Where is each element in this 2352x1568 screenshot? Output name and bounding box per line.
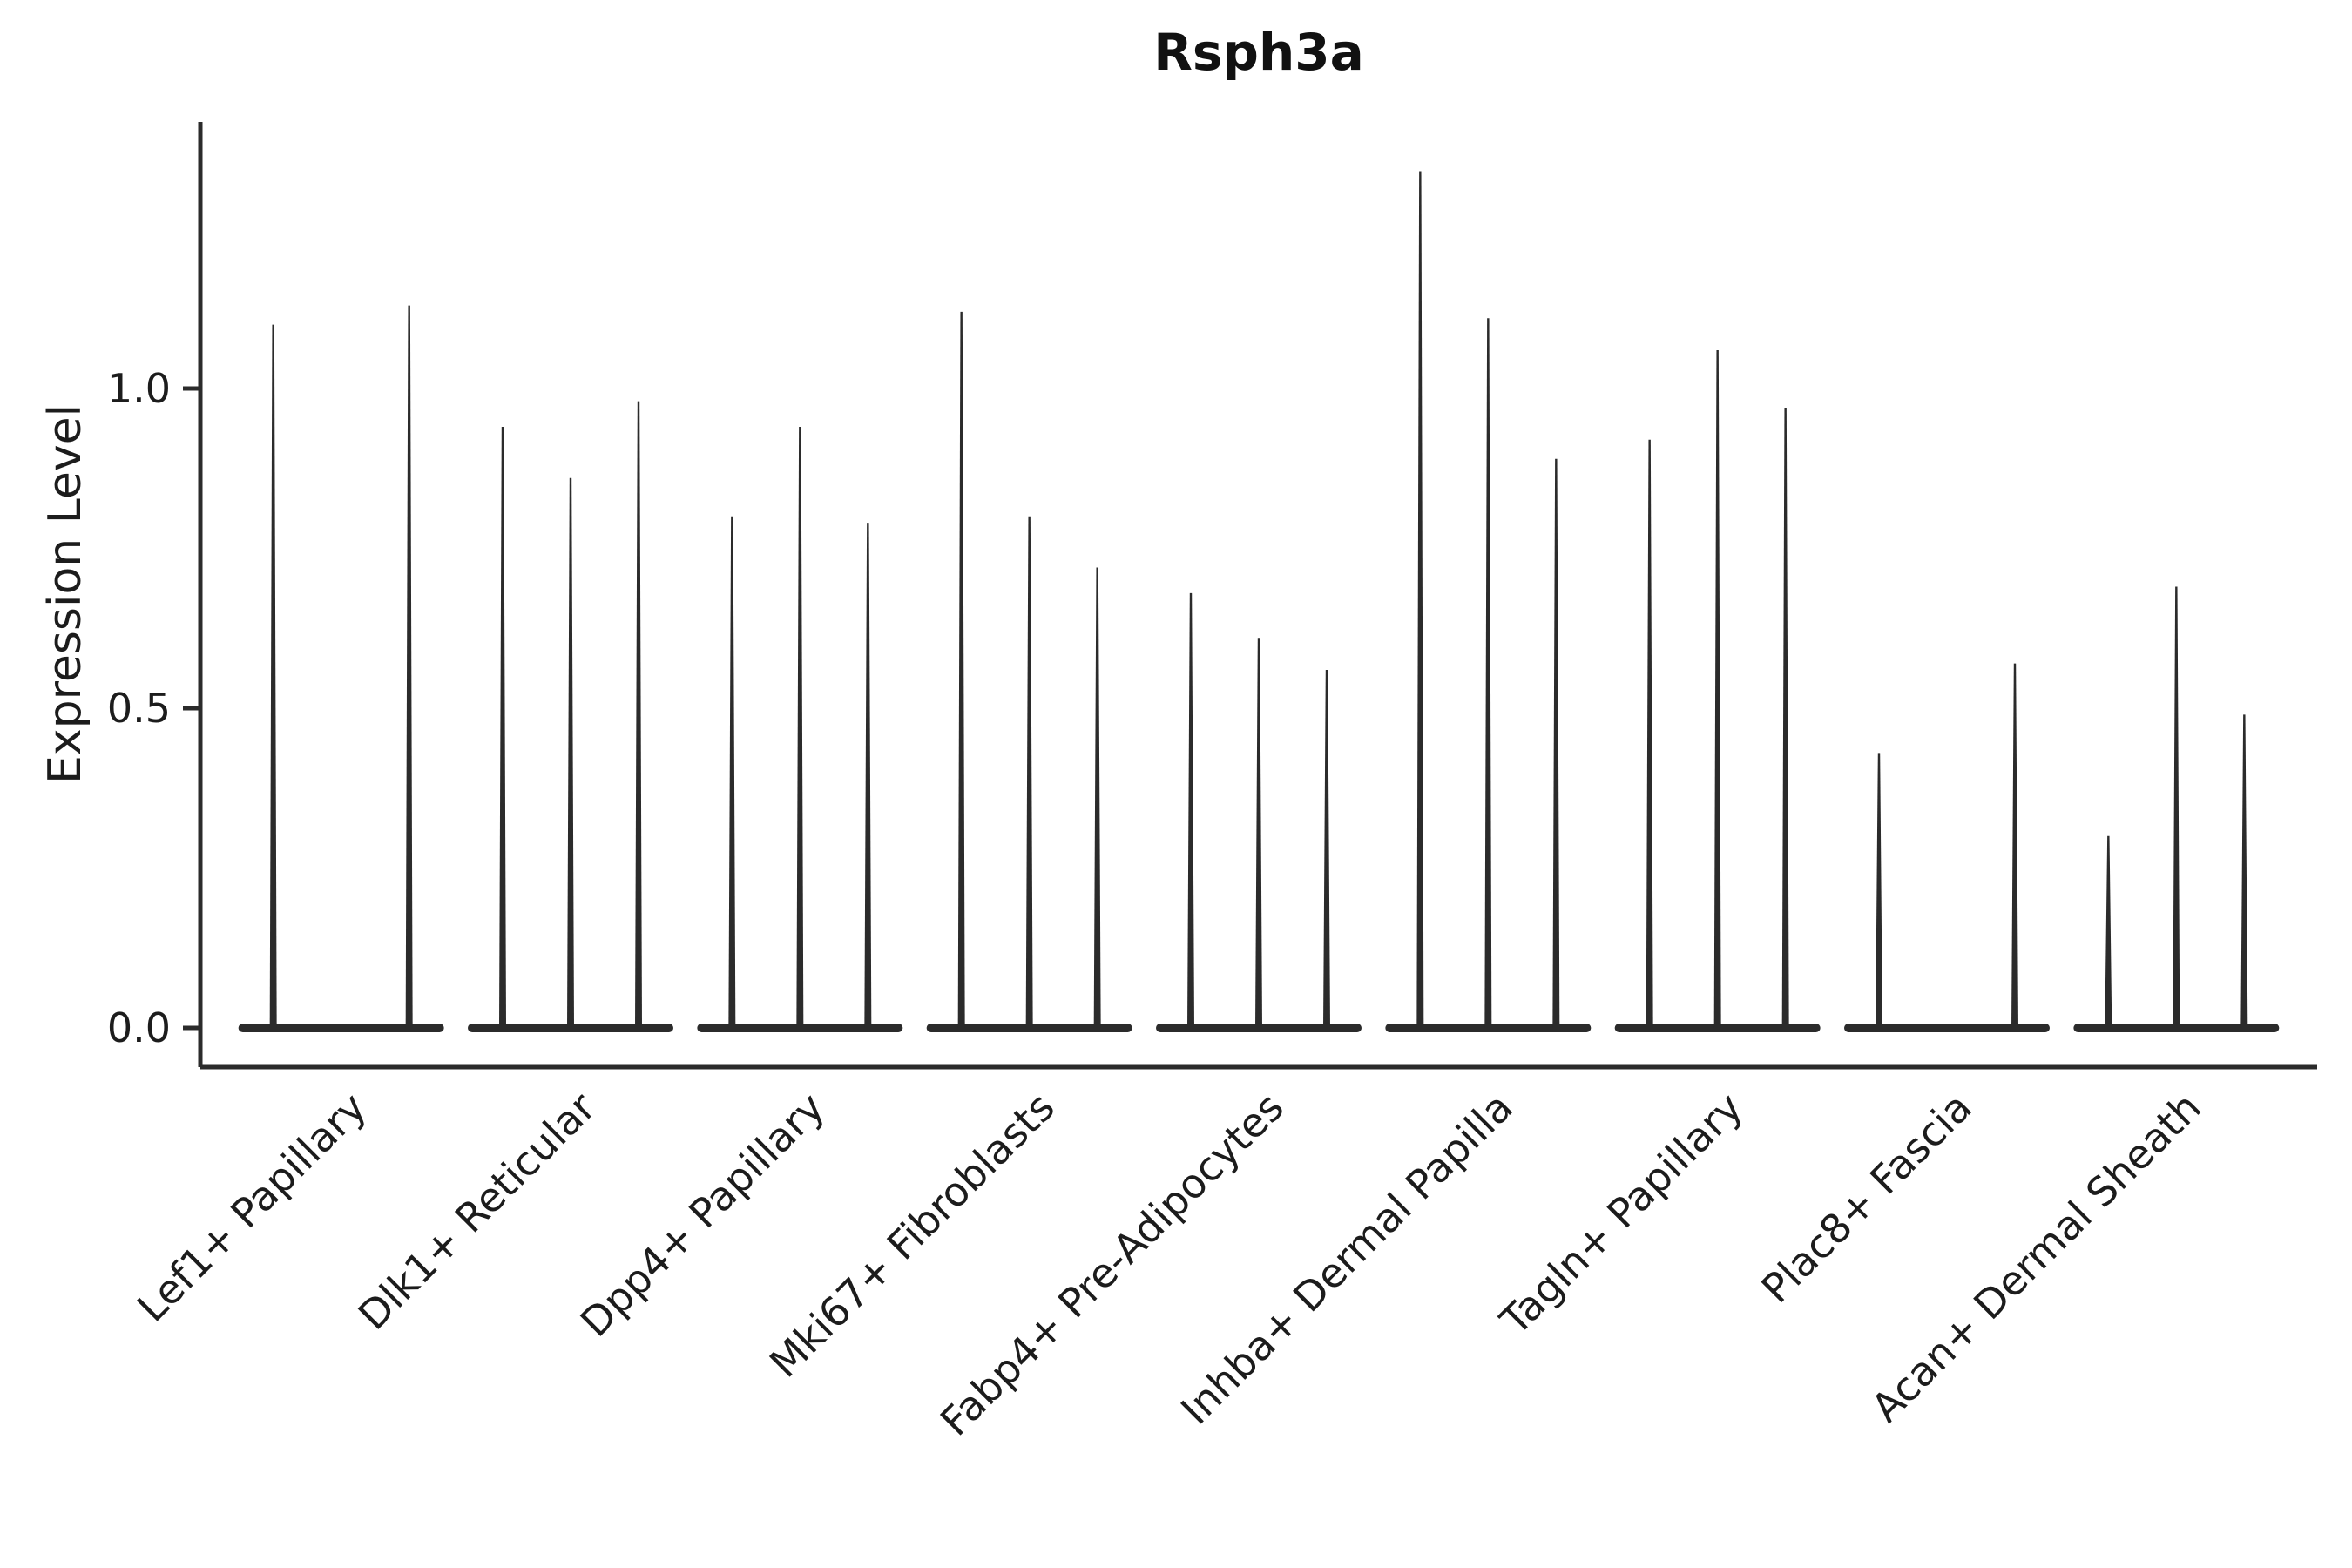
violin-spike [567,477,574,1028]
violin-spike [1484,318,1492,1028]
violin-spike [2173,586,2180,1028]
violin-baseline [1844,1024,2050,1032]
violin-spike [864,523,872,1028]
violin-spike [499,427,506,1028]
violin-spike [1552,458,1560,1028]
violin-spike [1025,516,1033,1028]
violin-spike [269,324,277,1029]
y-tick-label: 1.0 [106,365,171,412]
violin-spike [405,305,413,1029]
violin-spike [1713,349,1721,1029]
violin-spike [1781,408,1789,1028]
y-tick-label: 0.5 [106,685,171,732]
violin-spike [2011,663,2018,1028]
violin-spike [1255,638,1262,1028]
violin-spike [1323,669,1330,1028]
violin-spike [635,401,642,1028]
violin-spike [957,311,965,1028]
violin-spike [2240,714,2248,1028]
violin-spike [1416,171,1424,1028]
violin-spike [2105,835,2112,1028]
violin-spike [728,516,736,1028]
violin-baseline [238,1024,444,1032]
violin-spike [796,427,804,1028]
chart-title: Rsph3a [1153,23,1364,82]
violin-spike [1876,753,1882,1028]
violin-spike [1646,439,1653,1029]
violin-spike [1093,567,1101,1028]
y-tick-label: 0.0 [106,1004,171,1051]
violin-spike [1187,592,1194,1028]
